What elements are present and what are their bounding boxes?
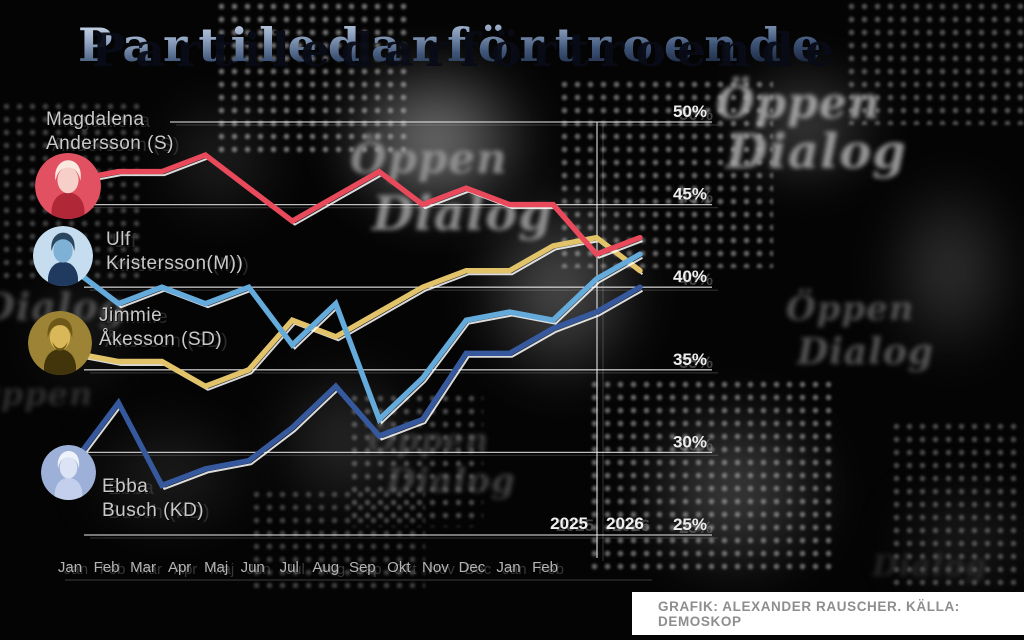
x-tick-label: Jun [241, 559, 265, 576]
chart-line-1 [72, 251, 643, 425]
avatar-hair [47, 318, 73, 338]
x-tick-label: Sep [349, 559, 376, 576]
x-tick-label-ghost: Aug [318, 561, 345, 578]
avatar-body [54, 478, 83, 500]
chart-line-2 [72, 234, 643, 390]
watermark-word: Öppen [716, 78, 881, 129]
legend-item-kristersson: Ulf Kristersson(M)) [106, 228, 243, 276]
y-tick-label: 50% [673, 102, 707, 121]
year-label: 2026 [606, 514, 644, 533]
leader-name-line2: Kristersson(M)) [106, 253, 244, 274]
halftone-dots [215, 0, 410, 155]
halftone-dots [348, 392, 483, 527]
halftone-dots [845, 0, 1024, 125]
watermark-word: Öppen [368, 421, 490, 459]
halftone-dots [588, 378, 833, 573]
credit-text: GRAFIK: ALEXANDER RAUSCHER. KÄLLA: DEMOS… [658, 598, 960, 629]
avatar-busch [41, 445, 96, 500]
x-tick-label: Jul [280, 559, 299, 576]
x-tick-label: Feb [532, 559, 558, 576]
x-tick-label: Maj [204, 559, 228, 576]
x-tick-label: Dec [459, 559, 486, 576]
legend-item-andersson: Magdalena Andersson (S) [46, 108, 174, 156]
x-tick-label: Jan [496, 559, 520, 576]
leader-name-line1: Jimmie [99, 305, 163, 326]
y-tick-label: 45% [673, 185, 707, 204]
leader-name-line2: Andersson (S) [46, 133, 174, 154]
year-label-ghost: 2025 [556, 516, 594, 535]
page-title: Partiledarförtroende [78, 18, 833, 72]
x-tick-label-ghost: Mar [136, 561, 162, 578]
avatar-body [51, 192, 85, 219]
x-tick-label-ghost: Sep [355, 561, 382, 578]
watermark-word: Dialog [372, 186, 553, 242]
x-tick-label-ghost: Okt [393, 561, 417, 578]
legend-item-busch: Ebba Busch (KD) [102, 475, 204, 523]
x-tick-label-ghost: Apr [174, 561, 197, 578]
y-tick-label: 35% [673, 350, 707, 369]
y-tick-label-ghost: 45% [679, 188, 713, 207]
y-tick-label-ghost: 25% [679, 518, 713, 537]
x-tick-label-ghost: Nov [428, 561, 455, 578]
y-tick-label: 40% [673, 267, 707, 286]
y-tick-label-ghost: 40% [679, 270, 713, 289]
x-tick-label-ghost: Jan [64, 561, 88, 578]
y-tick-label-ghost: 30% [679, 435, 713, 454]
avatar-face [53, 238, 73, 263]
watermark-word: Dialog [872, 549, 988, 584]
halftone-dots [890, 420, 1024, 585]
avatar-kristersson [33, 226, 93, 286]
x-tick-label-ghost: Feb [538, 561, 564, 578]
y-tick-label-ghost: 35% [679, 353, 713, 372]
avatar-body [48, 262, 78, 286]
leader-name-line1: Ulf [106, 229, 131, 250]
x-tick-label-ghost: Jan [502, 561, 526, 578]
y-tick-label-ghost: 50% [679, 105, 713, 124]
legend-item-akesson: Jimmie Åkesson (SD) [99, 304, 222, 352]
x-tick-label: Mar [130, 559, 156, 576]
avatar-hair [55, 160, 81, 181]
x-tick-label-ghost: Jul [286, 561, 305, 578]
y-tick-label: 25% [673, 515, 707, 534]
avatar-beard [52, 341, 68, 351]
avatar-akesson [28, 311, 92, 375]
avatar-face [49, 324, 71, 351]
x-tick-label-ghost: Maj [210, 561, 234, 578]
x-tick-label-ghost: Feb [100, 561, 126, 578]
x-tick-label: Okt [387, 559, 411, 576]
x-tick-label-ghost: Jun [247, 561, 271, 578]
chart-line-0 [72, 151, 643, 258]
y-tick-label: 30% [673, 432, 707, 451]
avatar-face [57, 166, 79, 194]
bg-blob [845, 130, 1024, 410]
x-tick-label: Apr [168, 559, 191, 576]
x-tick-label: Aug [312, 559, 339, 576]
avatar-hair [57, 451, 80, 469]
watermark-word: Öppen [786, 289, 915, 329]
avatar-face [59, 456, 78, 479]
x-tick-label: Nov [422, 559, 449, 576]
x-tick-label-ghost: Dec [465, 561, 492, 578]
halftone-dots [250, 488, 425, 588]
chart-line-3 [72, 284, 643, 489]
x-tick-label: Jan [58, 559, 82, 576]
leader-name-line2: Åkesson (SD) [99, 329, 223, 350]
avatar-body [44, 349, 76, 375]
avatar-hair [51, 232, 75, 252]
watermark-word: Dialog [726, 124, 907, 180]
watermark-word: Dialog [797, 331, 935, 373]
leader-name-line1: Ebba [102, 476, 149, 497]
x-tick-label: Feb [94, 559, 120, 576]
leader-name-line1: Magdalena [46, 109, 145, 130]
year-label-ghost: 2026 [612, 516, 650, 535]
year-label: 2025 [550, 514, 588, 533]
chart-line-ghost [77, 157, 643, 259]
leader-name-line2: Busch (KD) [102, 500, 205, 521]
credit-bar: GRAFIK: ALEXANDER RAUSCHER. KÄLLA: DEMOS… [632, 592, 1024, 635]
avatar-andersson [35, 153, 101, 219]
watermark-word: Dialog [386, 461, 516, 501]
watermark-word: Öppen [0, 375, 94, 413]
